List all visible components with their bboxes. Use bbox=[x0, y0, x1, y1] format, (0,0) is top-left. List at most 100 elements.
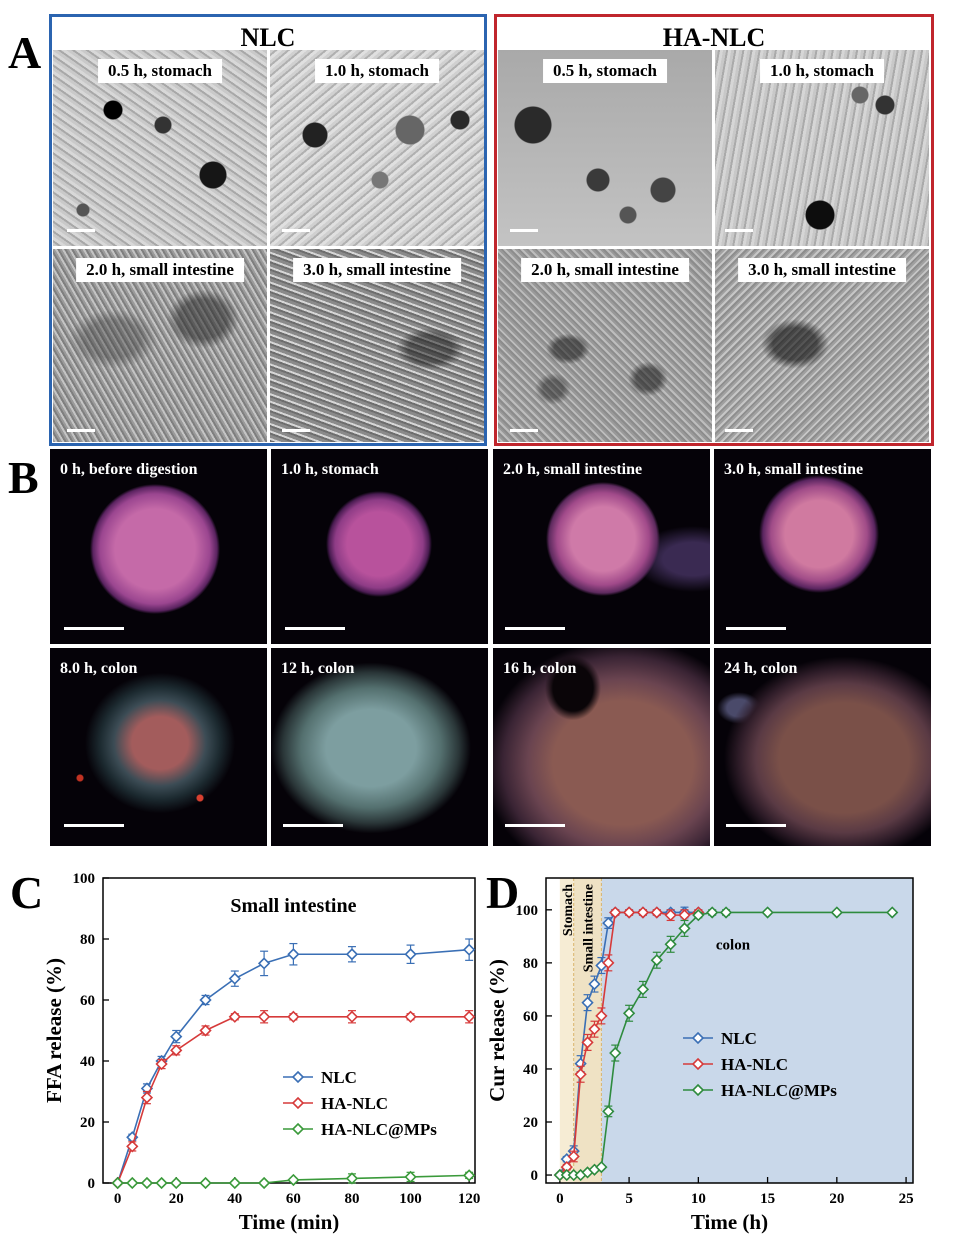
tile-label: 1.0 h, stomach bbox=[760, 59, 884, 83]
series-ha-nlc-mps bbox=[111, 1169, 476, 1190]
legend: NLC HA-NLC HA-NLC@MPs bbox=[683, 1029, 837, 1100]
series-ha-nlc bbox=[111, 1010, 476, 1190]
scale-bar bbox=[726, 627, 786, 630]
scale-bar bbox=[505, 627, 565, 630]
data-point bbox=[602, 1105, 615, 1118]
cur-release-chart: Stomach Small intestine colon 0 5 10 15 20 25 0 20… bbox=[485, 877, 914, 1234]
data-point bbox=[636, 983, 650, 996]
ffa-release-chart: 0 20 40 60 80 100 120 0 20 40 60 80 100 Time (min) FFA… bbox=[42, 871, 480, 1234]
data-point bbox=[257, 1176, 271, 1190]
ha-nlc-group-frame: HA-NLC bbox=[494, 14, 934, 446]
x-tick-label: 0 bbox=[556, 1191, 564, 1207]
scale-bar bbox=[282, 429, 310, 432]
legend-label: HA-NLC bbox=[721, 1055, 788, 1074]
data-point bbox=[140, 1091, 154, 1104]
tile-label: 3.0 h, small intestine bbox=[293, 258, 461, 282]
scale-bar bbox=[505, 824, 565, 827]
tile-label: 3.0 h, small intestine bbox=[738, 258, 906, 282]
legend-swatch-marker bbox=[691, 1031, 705, 1045]
region-band-0 bbox=[559, 878, 574, 1183]
fluorescence-image-1h: 1.0 h, stomach bbox=[271, 449, 488, 644]
fluorescence-image-12h: 12 h, colon bbox=[271, 648, 488, 846]
tile-label: 2.0 h, small intestine bbox=[503, 461, 643, 478]
data-point bbox=[199, 993, 212, 1007]
chart-title: Small intestine bbox=[230, 895, 356, 917]
data-point bbox=[155, 1057, 168, 1071]
x-tick-label: 20 bbox=[169, 1191, 184, 1207]
data-point bbox=[199, 1176, 212, 1190]
x-tick-label: 10 bbox=[691, 1191, 706, 1207]
data-point bbox=[287, 1173, 300, 1187]
scale-bar bbox=[283, 824, 343, 827]
data-point bbox=[602, 916, 615, 930]
y-tick-label: 80 bbox=[523, 956, 538, 972]
tile-label: 0 h, before digestion bbox=[60, 461, 198, 478]
legend: NLC HA-NLC HA-NLC@MPs bbox=[283, 1068, 437, 1139]
nlc-group-title: NLC bbox=[240, 23, 296, 52]
data-point bbox=[664, 908, 677, 922]
x-tick-label: 5 bbox=[625, 1191, 633, 1207]
legend-swatch-marker bbox=[291, 1070, 305, 1084]
y-axis-label: Cur release (%) bbox=[485, 959, 509, 1102]
data-point bbox=[155, 1176, 168, 1190]
legend-swatch-marker bbox=[691, 1083, 705, 1097]
x-axis-label: Time (min) bbox=[239, 1210, 340, 1234]
legend-label: NLC bbox=[721, 1029, 757, 1048]
data-point bbox=[257, 957, 271, 970]
scale-bar bbox=[282, 229, 310, 232]
plot-frame bbox=[545, 877, 914, 1184]
data-point bbox=[345, 1172, 359, 1185]
data-point bbox=[636, 906, 650, 919]
y-tick-label: 20 bbox=[523, 1115, 538, 1131]
data-point bbox=[581, 996, 594, 1009]
data-point bbox=[404, 948, 417, 961]
data-point bbox=[664, 938, 677, 951]
data-point bbox=[228, 1176, 241, 1190]
region-label-stomach: Stomach bbox=[561, 884, 576, 936]
nlc-group-frame: NLC bbox=[49, 14, 487, 446]
fluorescence-image-24h: 24 h, colon bbox=[714, 648, 931, 846]
y-tick-label: 100 bbox=[73, 871, 96, 887]
tile-label: 0.5 h, stomach bbox=[98, 59, 222, 83]
data-point bbox=[126, 1176, 139, 1190]
data-point bbox=[761, 906, 774, 919]
scale-bar bbox=[64, 627, 124, 630]
region-band-2 bbox=[601, 878, 913, 1183]
tile-label: 24 h, colon bbox=[724, 660, 798, 677]
x-tick-label: 40 bbox=[227, 1191, 242, 1207]
data-point bbox=[170, 1030, 183, 1043]
x-tick-label: 20 bbox=[829, 1191, 844, 1207]
data-point bbox=[650, 906, 663, 919]
sem-image-ha-nlc-3-0h: 3.0 h, small intestine bbox=[715, 249, 929, 442]
scale-bar bbox=[725, 229, 753, 232]
data-point bbox=[692, 908, 705, 922]
data-point bbox=[886, 906, 899, 919]
y-tick-label: 100 bbox=[516, 903, 539, 919]
tile-label: 12 h, colon bbox=[281, 660, 355, 677]
tile-label: 3.0 h, small intestine bbox=[724, 461, 864, 478]
data-point bbox=[199, 1024, 212, 1037]
data-point bbox=[345, 1010, 359, 1023]
data-point bbox=[588, 1023, 601, 1036]
tile-label: 1.0 h, stomach bbox=[281, 461, 379, 478]
data-point bbox=[463, 943, 476, 956]
x-tick-label: 15 bbox=[760, 1191, 775, 1207]
scale-bar bbox=[285, 627, 345, 630]
tile-label: 0.5 h, stomach bbox=[543, 59, 667, 83]
data-point bbox=[228, 972, 241, 985]
scale-bar bbox=[510, 229, 538, 232]
y-tick-label: 80 bbox=[80, 932, 95, 948]
scale-bar bbox=[726, 824, 786, 827]
data-point bbox=[126, 1140, 139, 1153]
fluorescence-image-8h: 8.0 h, colon bbox=[50, 648, 267, 846]
x-tick-label: 60 bbox=[286, 1191, 301, 1207]
data-point bbox=[170, 1044, 183, 1057]
fluorescence-image-2h: 2.0 h, small intestine bbox=[493, 449, 710, 644]
x-tick-label: 0 bbox=[114, 1191, 122, 1207]
data-point bbox=[404, 1010, 417, 1023]
sem-image-nlc-3-0h: 3.0 h, small intestine bbox=[270, 249, 484, 442]
plot-frame bbox=[102, 877, 476, 1184]
data-point bbox=[463, 1169, 476, 1182]
sem-image-nlc-2-0h: 2.0 h, small intestine bbox=[53, 249, 267, 442]
panel-d-letter: D bbox=[486, 867, 520, 918]
